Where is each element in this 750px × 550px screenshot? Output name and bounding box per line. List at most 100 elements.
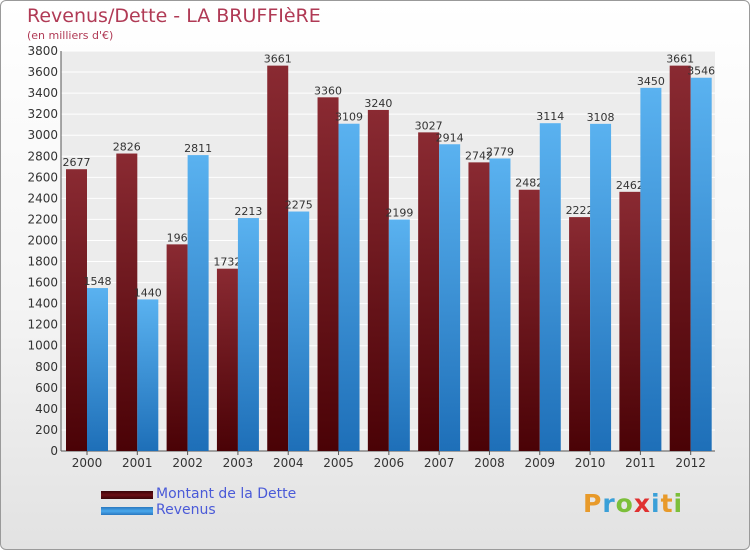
bar-revenus [288,211,310,451]
chart-subtitle: (en milliers d'€) [27,29,114,42]
logo-letter: x [633,489,651,518]
x-tick-label: 2012 [675,456,706,470]
data-label: 1732 [213,256,241,269]
data-label: 2826 [113,141,141,154]
y-tick-label: 1200 [27,318,58,332]
bar-dette [569,217,591,451]
data-label: 3109 [335,111,363,124]
y-tick-label: 3200 [27,107,58,121]
logo-letter: o [615,489,634,518]
y-tick-label: 1800 [27,255,58,269]
bar-dette [468,162,490,452]
data-label: 2742 [465,149,493,162]
y-tick-label: 400 [35,402,58,416]
data-label: 3240 [364,97,392,110]
y-tick-label: 2600 [27,170,58,184]
data-label: 2275 [285,199,313,212]
y-tick-label: 800 [35,360,58,374]
x-tick-label: 2002 [172,456,203,470]
y-tick-label: 1600 [27,276,58,290]
data-label: 2914 [436,131,464,144]
bar-dette [518,189,540,451]
data-label: 2811 [184,142,212,155]
bar-revenus [690,77,712,451]
bar-dette [317,97,339,451]
legend-item-revenus: Revenus [101,502,401,520]
y-tick-label: 2800 [27,149,58,163]
bar-revenus [338,123,360,451]
bar-dette [418,132,440,452]
logo-letter: i [651,489,661,518]
y-tick-label: 1000 [27,339,58,353]
data-label: 2222 [566,204,594,217]
bar-revenus [439,144,461,451]
data-label: 2677 [63,156,91,169]
x-tick-label: 2004 [273,456,304,470]
bar-revenus [590,123,612,451]
data-label: 2779 [486,145,514,158]
bar-dette [166,244,188,451]
bar-dette [216,268,238,451]
data-label: 2482 [515,177,543,190]
data-label: 1440 [134,286,162,299]
legend-swatch-revenus [101,507,153,515]
y-tick-label: 3800 [27,44,58,58]
x-tick-label: 2000 [72,456,103,470]
bar-dette [116,153,138,452]
y-tick-label: 600 [35,381,58,395]
legend-swatch-dette [101,491,153,499]
x-tick-label: 2007 [424,456,455,470]
x-tick-label: 2003 [223,456,254,470]
chart-title: Revenus/Dette - LA BRUFFIèRE [27,5,321,27]
bar-dette [619,191,641,451]
y-tick-label: 3000 [27,128,58,142]
logo-letter: P [583,489,603,518]
x-tick-label: 2011 [625,456,656,470]
logo-letter: i [673,489,684,518]
data-label: 196 [167,231,188,244]
bar-dette [66,169,87,452]
x-tick-label: 2006 [374,456,405,470]
data-label: 2462 [616,179,644,192]
y-tick-label: 3400 [27,86,58,100]
data-label: 3546 [687,65,715,78]
bar-revenus [388,219,410,451]
bar-revenus [87,288,108,451]
y-tick-label: 2400 [27,191,58,205]
data-label: 3114 [536,110,564,123]
x-tick-label: 2010 [575,456,606,470]
y-tick-label: 2200 [27,212,58,226]
bar-revenus [187,155,209,451]
y-tick-label: 0 [50,444,58,458]
bar-revenus [640,87,662,451]
data-label: 2213 [234,205,262,218]
bar-dette [367,109,389,452]
legend-label-dette: Montant de la Dette [156,486,297,502]
data-label: 3450 [637,75,665,88]
data-label: 3661 [264,53,292,66]
logo-letter: r [602,489,616,518]
y-tick-label: 200 [35,423,58,437]
y-tick-label: 1400 [27,297,58,311]
bar-revenus [237,218,259,451]
proxiti-logo: Proxiti [583,489,683,518]
bar-revenus [137,299,159,451]
data-label: 2199 [385,207,413,220]
legend-label-revenus: Revenus [156,502,216,518]
bar-dette [669,65,691,451]
bar-dette [267,65,289,451]
x-tick-label: 2001 [122,456,153,470]
x-tick-label: 2005 [323,456,354,470]
bar-revenus [489,158,511,451]
bar-revenus [539,123,561,452]
data-label: 3360 [314,84,342,97]
x-tick-label: 2009 [524,456,555,470]
legend-item-dette: Montant de la Dette [101,486,401,504]
data-label: 3108 [587,111,615,124]
data-label: 3661 [666,53,694,66]
y-tick-label: 3600 [27,65,58,79]
data-label: 3027 [415,119,443,132]
y-tick-label: 2000 [27,233,58,247]
